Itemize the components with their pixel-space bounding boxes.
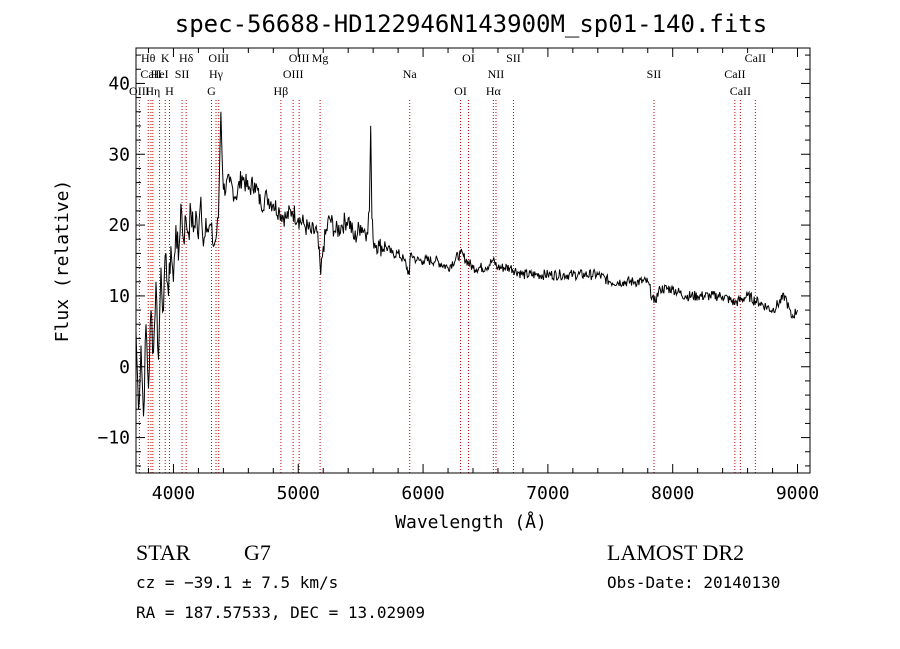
x-tick-label: 9000 (776, 483, 819, 504)
marker-label: OIII (129, 84, 150, 98)
x-tick-label: 8000 (651, 483, 694, 504)
spectrum-line (135, 111, 798, 417)
marker-label: G (207, 84, 216, 98)
marker-label: Hη (145, 84, 160, 98)
x-tick-label: 4000 (152, 483, 195, 504)
marker-label: SII (175, 67, 190, 81)
redshift-velocity: cz = −39.1 ± 7.5 km/s (136, 573, 338, 592)
marker-label: Hθ (141, 51, 156, 65)
marker-label: Na (403, 67, 418, 81)
x-axis-label: Wavelength (Å) (395, 511, 547, 533)
marker-label: CaII (140, 67, 161, 81)
y-axis-label: Flux (relative) (52, 180, 73, 343)
survey-name: LAMOST DR2 (607, 540, 744, 565)
marker-label: OIII (289, 51, 310, 65)
coordinates: RA = 187.57533, DEC = 13.02909 (136, 603, 425, 622)
y-tick-label: 20 (108, 215, 130, 236)
marker-label: Hγ (209, 67, 224, 81)
axis-ticks: 4000 5000 6000 7000 8000 9000 −10 0 10 20 30 40 (97, 48, 819, 504)
y-tick-label: 40 (108, 73, 130, 94)
chart-title: spec-56688-HD122946N143900M_sp01-140.fit… (175, 10, 767, 38)
marker-label: Hδ (179, 51, 194, 65)
marker-label: OI (462, 51, 475, 65)
marker-label: Mg (312, 51, 329, 65)
marker-label: CaII (724, 67, 745, 81)
x-tick-label: 7000 (526, 483, 569, 504)
marker-label: OI (454, 84, 467, 98)
observation-date: Obs-Date: 20140130 (607, 573, 780, 592)
marker-label: NII (488, 67, 505, 81)
marker-label: Hα (486, 84, 502, 98)
object-subclass: G7 (244, 540, 271, 565)
marker-label: H (165, 84, 174, 98)
marker-label: SII (647, 67, 662, 81)
marker-label: K (161, 51, 170, 65)
plot-frame (135, 47, 811, 474)
marker-label: CaII (730, 84, 751, 98)
x-tick-label: 5000 (277, 483, 320, 504)
marker-label: CaII (745, 51, 766, 65)
marker-label: Hβ (274, 84, 289, 98)
emission-line-markers: HθCaIIOIIIKHeIHηHδSIIHOIIIHγGOIIIOIIIHβM… (129, 51, 766, 473)
y-tick-label: 0 (119, 357, 130, 378)
x-tick-label: 6000 (401, 483, 444, 504)
y-tick-label: −10 (97, 428, 130, 449)
marker-label: SII (506, 51, 521, 65)
marker-label: HeI (151, 67, 169, 81)
marker-label: OIII (208, 51, 229, 65)
object-class: STAR (136, 540, 191, 565)
marker-label: OIII (283, 67, 304, 81)
y-tick-label: 30 (108, 144, 130, 165)
y-tick-label: 10 (108, 286, 130, 307)
